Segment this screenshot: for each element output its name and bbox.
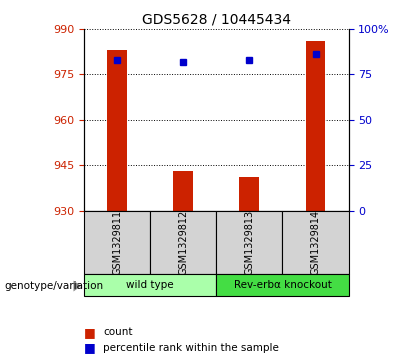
Bar <box>282 211 349 274</box>
Bar <box>84 211 150 274</box>
Text: ■: ■ <box>84 326 96 339</box>
Text: count: count <box>103 327 132 337</box>
Text: GSM1329813: GSM1329813 <box>244 210 255 275</box>
Bar <box>107 50 127 211</box>
Text: Rev-erbα knockout: Rev-erbα knockout <box>234 280 331 290</box>
Text: GSM1329812: GSM1329812 <box>178 210 188 275</box>
Text: genotype/variation: genotype/variation <box>4 281 103 291</box>
Text: GSM1329814: GSM1329814 <box>310 210 320 275</box>
Text: ■: ■ <box>84 341 96 354</box>
Bar <box>216 211 283 274</box>
Bar <box>306 41 326 211</box>
Bar <box>150 211 216 274</box>
Title: GDS5628 / 10445434: GDS5628 / 10445434 <box>142 12 291 26</box>
Polygon shape <box>74 281 81 291</box>
Bar <box>173 171 193 211</box>
Bar <box>239 177 259 211</box>
Text: GSM1329811: GSM1329811 <box>112 210 122 275</box>
Bar <box>84 274 216 296</box>
Bar <box>216 274 349 296</box>
Text: percentile rank within the sample: percentile rank within the sample <box>103 343 279 353</box>
Text: wild type: wild type <box>126 280 174 290</box>
